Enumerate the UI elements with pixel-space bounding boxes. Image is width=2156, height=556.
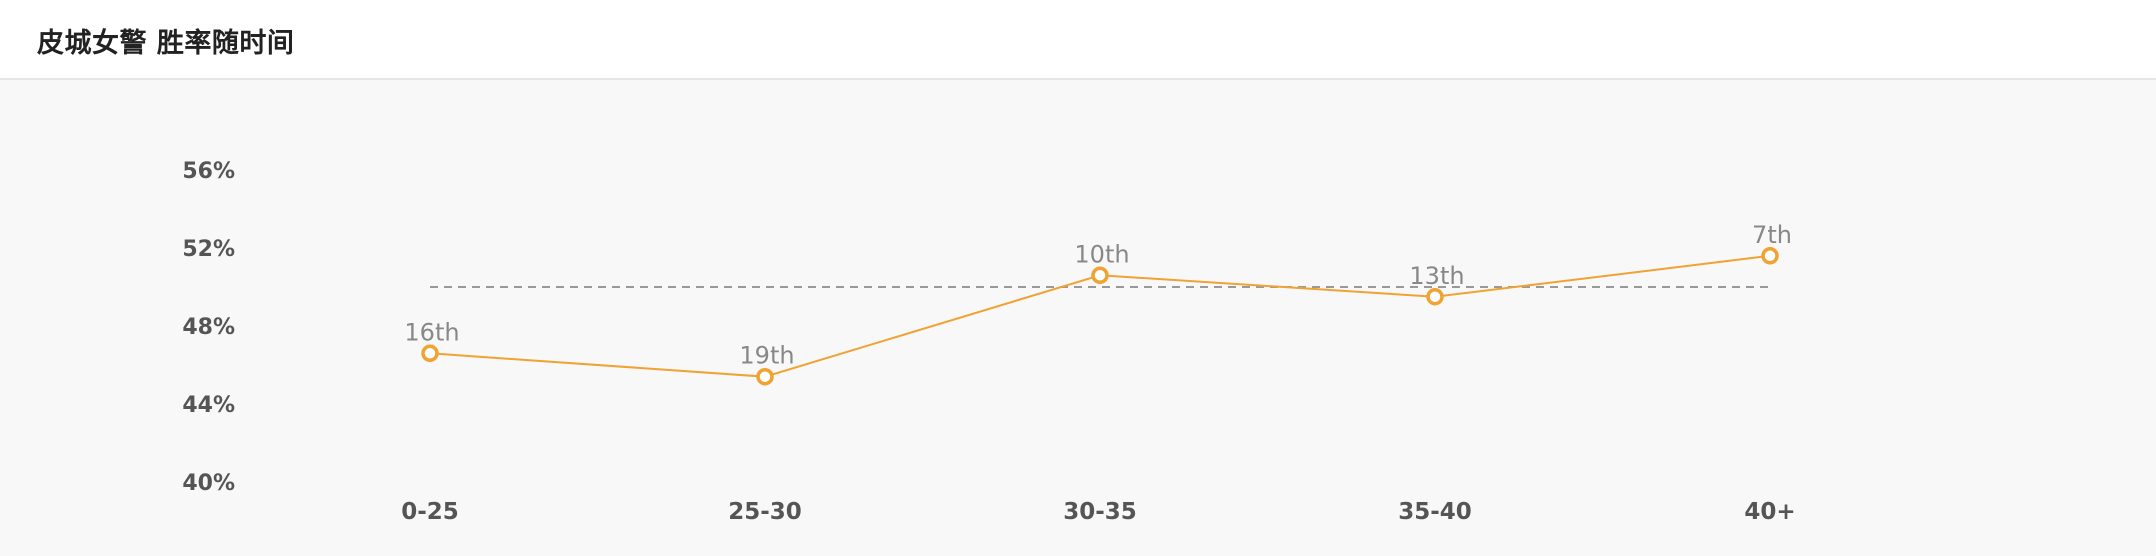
data-label: 16th (404, 318, 459, 346)
data-label: 19th (739, 342, 794, 370)
y-tick-label: 44% (182, 393, 235, 418)
y-tick-label: 48% (182, 315, 235, 340)
x-tick-label: 35-40 (1398, 499, 1472, 525)
chart-title: 皮城女警 胜率随时间 (37, 28, 295, 59)
y-tick-label: 52% (182, 237, 235, 262)
chart-area: 40% 44% 48% 52% 56% 0-25 25-30 30-35 35-40 40+ 16t… (0, 80, 2156, 556)
win-rate-line-chart: 40% 44% 48% 52% 56% 0-25 25-30 30-35 35-40 40+ 16t… (182, 159, 1795, 525)
data-label: 13th (1409, 262, 1464, 290)
x-tick-label: 25-30 (728, 499, 802, 525)
data-point (1091, 266, 1109, 285)
y-tick-label: 56% (182, 159, 235, 184)
panel-header: 皮城女警 胜率随时间 (0, 0, 2156, 80)
data-label: 7th (1752, 221, 1792, 249)
y-tick-label: 40% (182, 471, 235, 496)
x-tick-label: 0-25 (401, 499, 459, 525)
data-point (1761, 247, 1779, 265)
data-point (756, 367, 774, 386)
x-tick-label: 40+ (1744, 499, 1795, 525)
data-label: 10th (1074, 240, 1129, 268)
data-point (1426, 288, 1444, 306)
data-point (421, 344, 439, 363)
x-tick-label: 30-35 (1063, 499, 1137, 525)
